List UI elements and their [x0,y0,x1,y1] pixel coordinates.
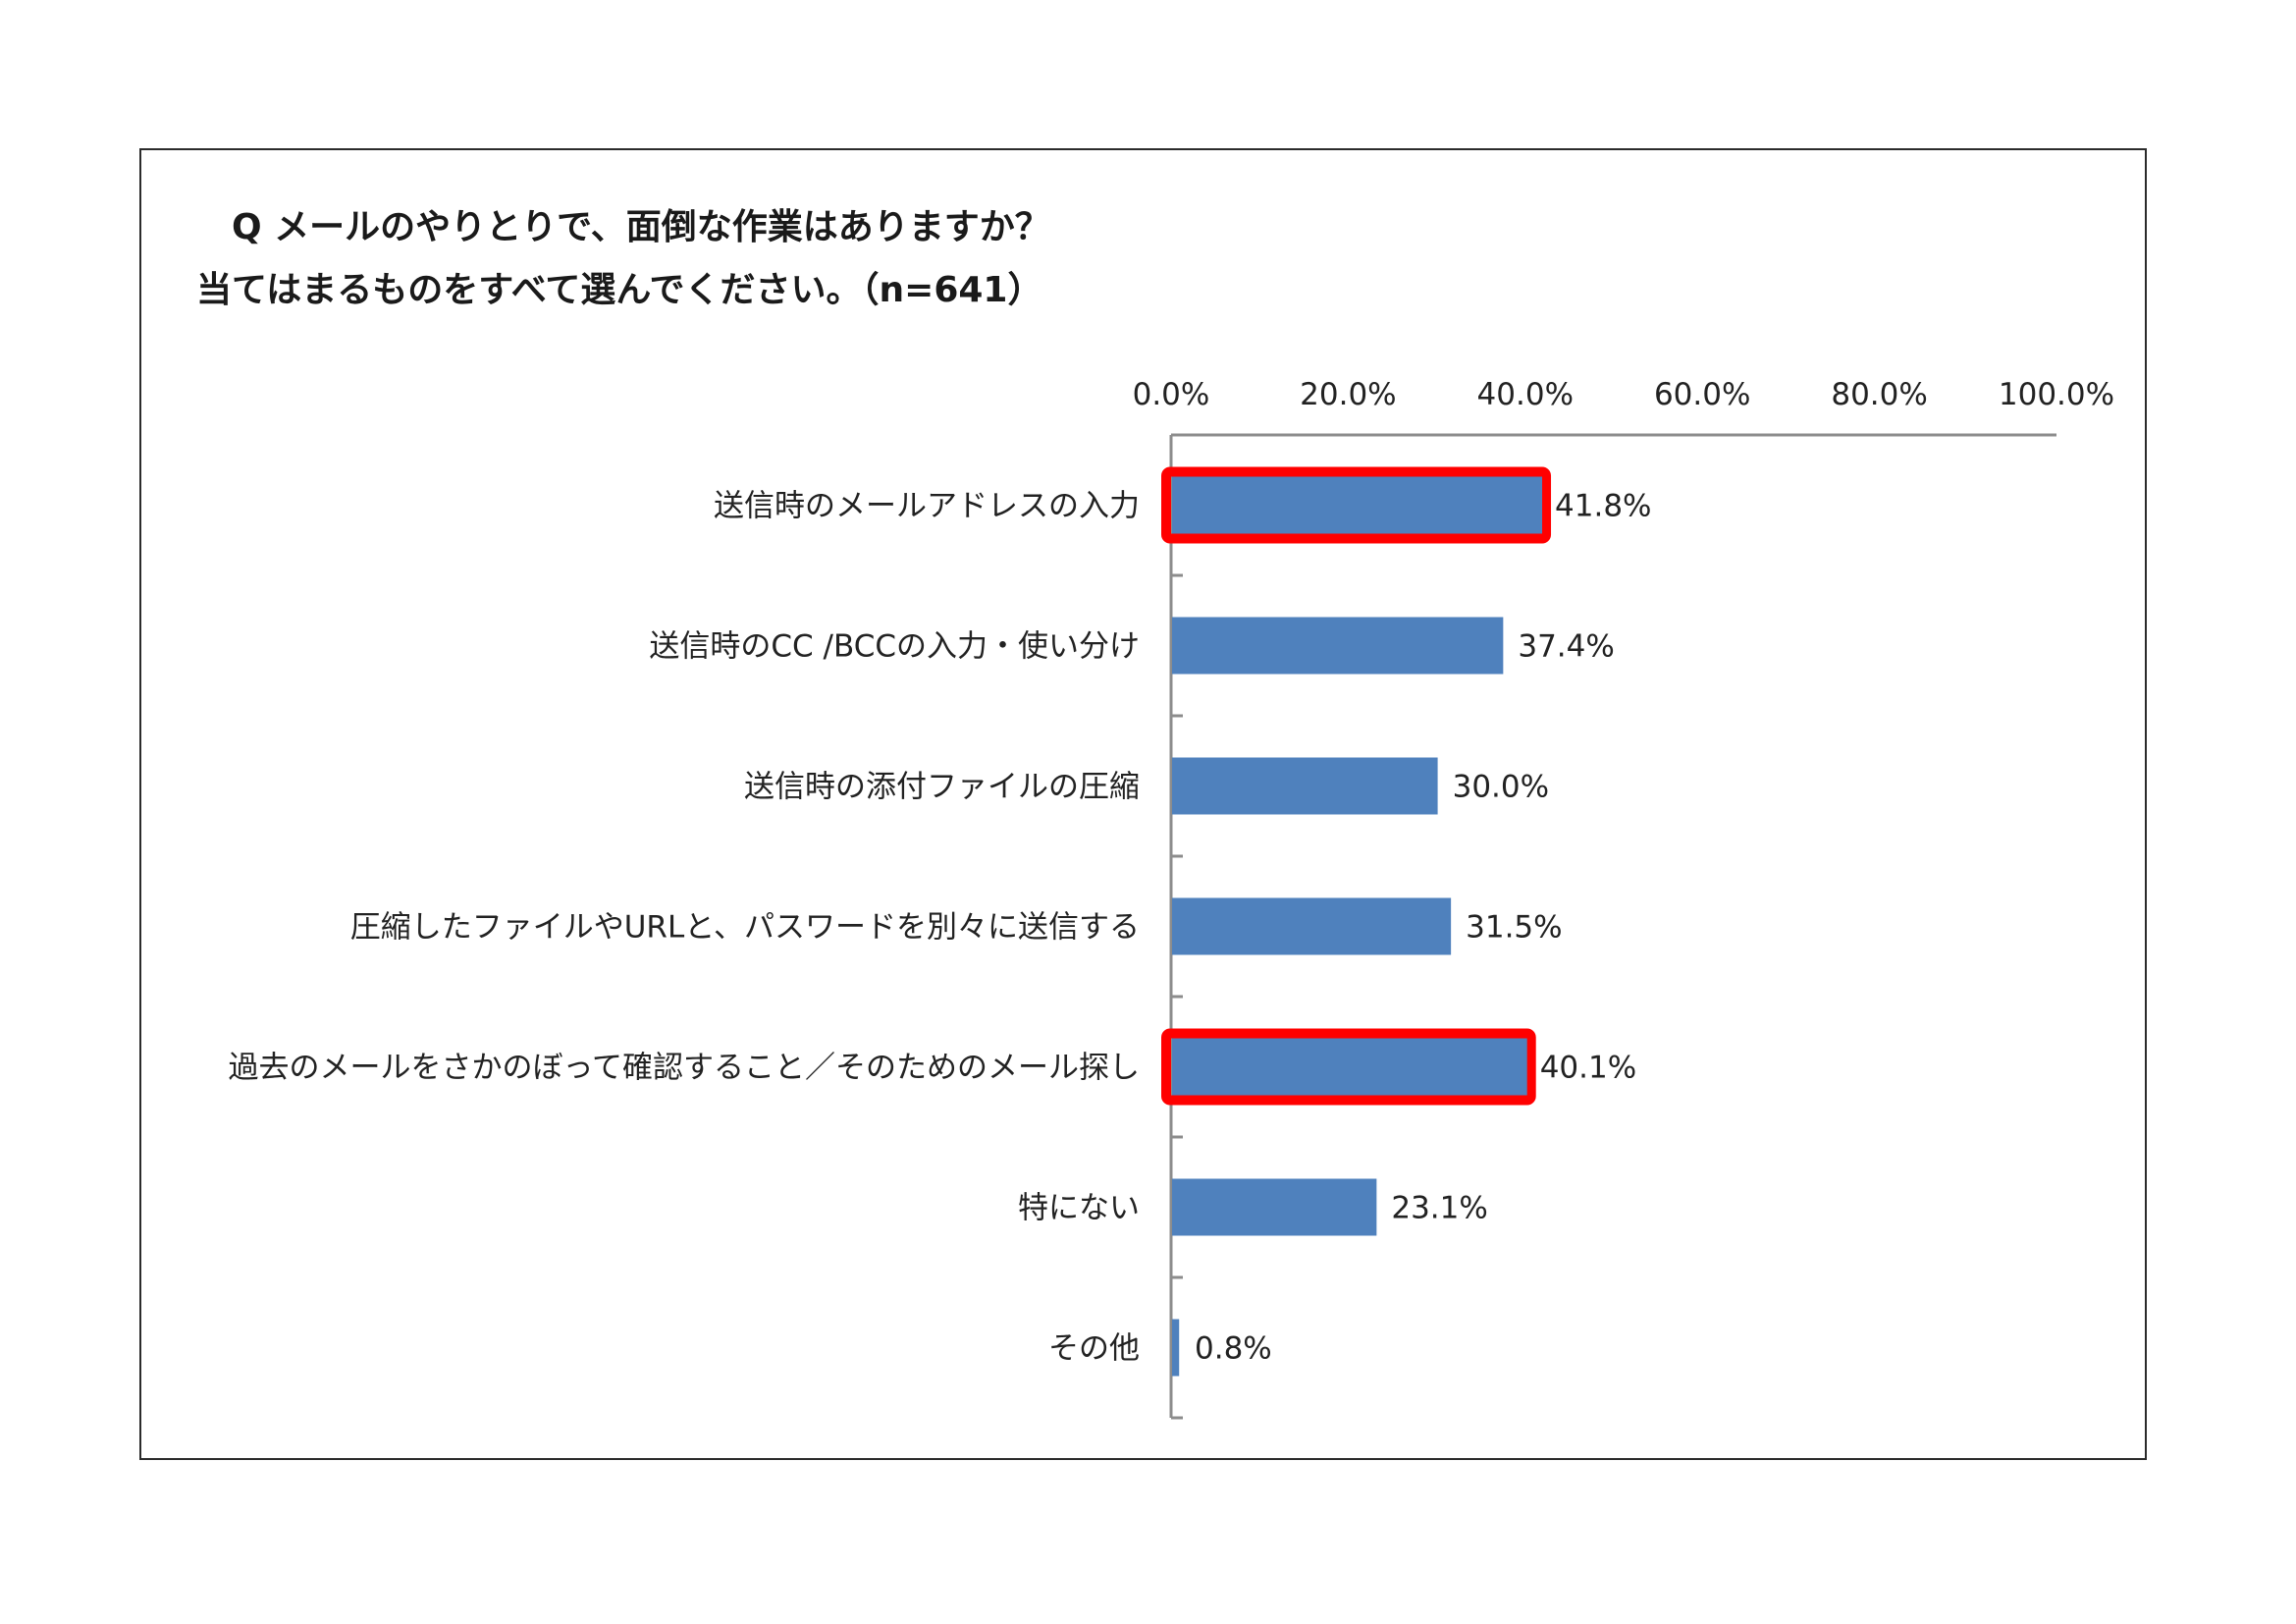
value-label: 0.8% [1195,1331,1272,1367]
x-tick-label: 20.0% [1300,377,1396,412]
category-label: 送信時の添付ファイルの圧縮 [744,770,1140,805]
x-tick-label: 100.0% [1999,377,2114,412]
highlight-box [1161,466,1552,544]
category-label: 送信時のCC /BCCの入力・使い分け [649,629,1140,665]
value-label: 37.4% [1518,629,1614,665]
category-label: 特にない [1018,1191,1140,1226]
x-tick-label: 40.0% [1477,377,1574,412]
x-tick-label: 80.0% [1831,377,1927,412]
bar [1172,476,1543,534]
bar [1172,897,1452,955]
category-label: 送信時のメールアドレスの入力 [714,489,1140,524]
chart-title: Q メールのやりとりで、面倒な作業はありますか？ 当てはまるものをすべて選んでく… [196,196,1050,322]
chart-title-line-2: 当てはまるものをすべて選んでください。（n=641） [196,270,1043,310]
value-label: 40.1% [1540,1051,1636,1086]
chart-frame [139,148,2147,1460]
value-label: 31.5% [1466,910,1562,946]
category-label: 圧縮したファイルやURLと、パスワードを別々に送信する [350,910,1140,946]
category-label: 過去のメールをさかのぼって確認すること／そのためのメール探し [229,1051,1140,1086]
x-tick-label: 0.0% [1133,377,1210,412]
category-label: その他 [1048,1331,1140,1367]
bar [1172,617,1504,675]
highlight-box [1161,1028,1536,1106]
value-label: 41.8% [1555,489,1651,524]
bar [1172,1038,1527,1096]
chart-title-line-1: Q メールのやりとりで、面倒な作業はありますか？ [232,207,1050,247]
bar [1172,1319,1180,1377]
value-label: 30.0% [1453,770,1549,805]
value-label: 23.1% [1391,1191,1487,1226]
bar [1172,1178,1377,1236]
bar [1172,757,1438,815]
x-tick-label: 60.0% [1654,377,1750,412]
